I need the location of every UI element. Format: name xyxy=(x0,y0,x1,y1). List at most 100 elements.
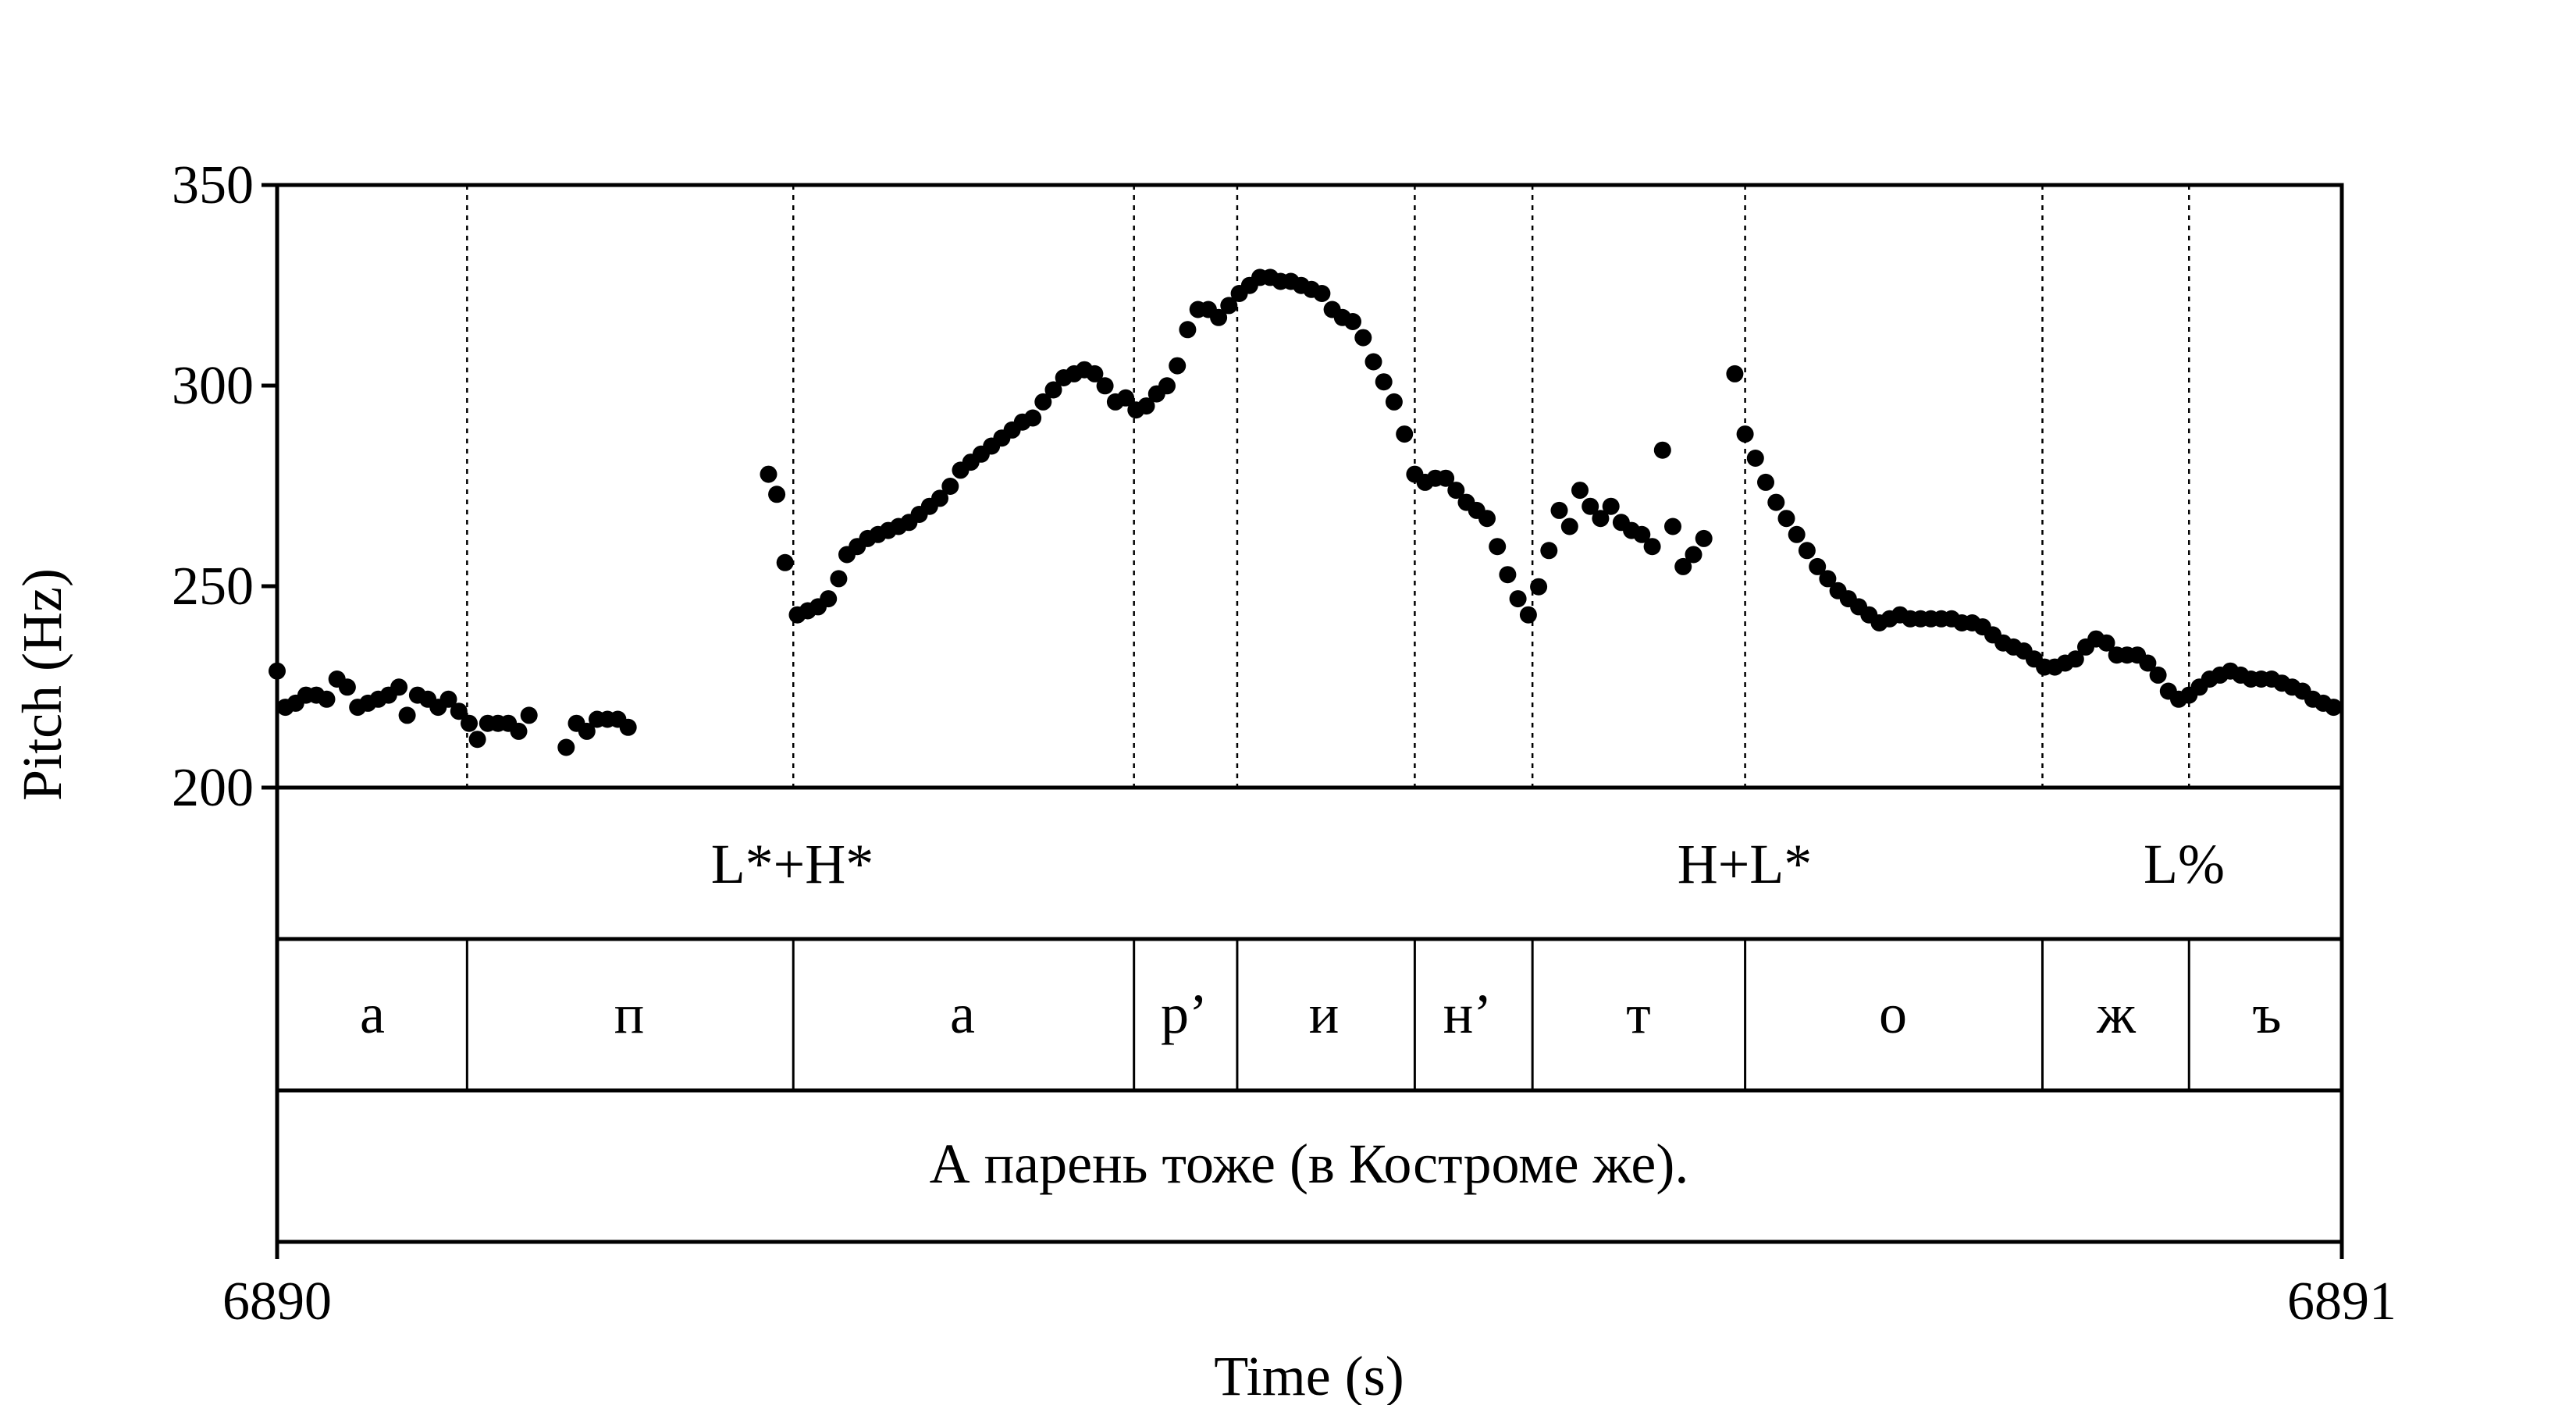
pitch-point xyxy=(1210,308,1228,326)
pitch-point xyxy=(1158,377,1176,395)
pitch-panel-frame xyxy=(275,183,2344,790)
pitch-point xyxy=(1767,493,1785,511)
pitch-point xyxy=(2066,650,2084,668)
y-tick-label-200: 200 xyxy=(172,758,254,818)
pitch-point xyxy=(2325,699,2343,717)
pitch-point xyxy=(1798,542,1816,560)
pitch-point xyxy=(1024,409,1042,427)
pitch-point xyxy=(1757,473,1774,491)
pitch-point xyxy=(1560,518,1578,535)
pitch-point xyxy=(1571,482,1589,500)
y-tick-label-300: 300 xyxy=(172,356,254,416)
pitch-point xyxy=(1602,497,1620,515)
pitch-point xyxy=(1313,285,1331,302)
pitch-point xyxy=(510,722,528,740)
pitch-point xyxy=(1726,365,1744,382)
pitch-point xyxy=(1447,482,1465,500)
pitch-point xyxy=(1096,377,1114,395)
pitch-point xyxy=(1736,425,1754,443)
pitch-point xyxy=(1137,397,1155,415)
pitch-point xyxy=(2097,634,2115,652)
pitch-point xyxy=(1788,525,1806,543)
pitch-point xyxy=(1582,497,1599,515)
pitch-point xyxy=(461,714,478,732)
pitch-point xyxy=(1643,538,1661,556)
pitch-point xyxy=(1364,353,1382,371)
tone-label-l-plus-h: L*+H* xyxy=(711,833,874,895)
pitch-point xyxy=(1540,542,1558,560)
pitch-point xyxy=(468,731,486,749)
x-tick-label-6891: 6891 xyxy=(2287,1272,2396,1332)
y-tick-label-250: 250 xyxy=(172,557,254,617)
pitch-point xyxy=(1179,321,1197,339)
segment-label: и xyxy=(1309,983,1340,1045)
y-axis-title: Pitch (Hz) xyxy=(11,568,73,801)
pitch-point xyxy=(760,465,777,483)
boundary-lines xyxy=(466,185,2190,788)
segment-label: н’ xyxy=(1443,983,1493,1045)
segment-dividers xyxy=(465,939,2190,1090)
pitch-point xyxy=(1633,525,1651,543)
segment-label: а xyxy=(360,983,385,1045)
pitch-point xyxy=(1086,365,1104,382)
pitch-point xyxy=(1499,566,1517,584)
pitch-point xyxy=(1819,570,1837,588)
pitch-point xyxy=(578,722,596,740)
segment-label: р’ xyxy=(1161,983,1208,1045)
pitch-point xyxy=(398,706,416,724)
pitch-points xyxy=(269,269,2343,756)
pitch-point xyxy=(941,478,959,495)
pitch-point xyxy=(1489,538,1507,556)
pitch-point xyxy=(269,662,286,680)
segment-label: о xyxy=(1879,983,1907,1045)
pitch-point xyxy=(619,718,637,736)
pitch-point xyxy=(338,678,356,696)
segment-label: т xyxy=(1626,983,1650,1045)
pitch-point xyxy=(1809,557,1827,575)
pitch-point xyxy=(390,678,408,696)
segment-label: а xyxy=(950,983,975,1045)
pitch-point xyxy=(820,590,838,608)
tone-label-h-plus-l: H+L* xyxy=(1678,833,1813,895)
pitch-point xyxy=(1044,381,1062,399)
pitch-point xyxy=(1169,357,1187,375)
x-axis-title: Time (s) xyxy=(1214,1345,1404,1405)
pitch-point xyxy=(2139,654,2157,672)
pitch-point xyxy=(318,690,336,708)
pitch-point xyxy=(1375,373,1393,391)
segment-label: ж xyxy=(2096,983,2137,1045)
pitch-point xyxy=(520,706,538,724)
pitch-point xyxy=(2149,666,2167,684)
pitch-point xyxy=(1385,393,1403,411)
pitch-point xyxy=(439,690,457,708)
pitch-point xyxy=(1354,329,1372,347)
sentence-tier-frame xyxy=(275,1088,2344,1244)
pitch-point xyxy=(1396,425,1414,443)
pitch-point xyxy=(1695,529,1713,547)
pitch-point xyxy=(1519,606,1537,624)
pitch-point xyxy=(931,489,948,507)
sentence-label: А парень тоже (в Костроме же). xyxy=(930,1133,1689,1195)
pitch-point xyxy=(1674,557,1692,575)
pitch-point xyxy=(1344,313,1361,330)
pitch-point xyxy=(1746,450,1764,467)
pitch-point xyxy=(830,570,848,588)
pitch-point xyxy=(1685,546,1703,564)
pitch-point xyxy=(1509,590,1527,608)
pitch-point xyxy=(1777,510,1795,528)
pitch-point xyxy=(1117,389,1135,407)
pitch-point xyxy=(1530,578,1548,596)
pitch-point xyxy=(1592,510,1610,528)
tone-tier-frame xyxy=(275,785,2344,941)
pitch-point xyxy=(1478,510,1496,528)
pitch-point xyxy=(1550,501,1568,519)
pitch-point xyxy=(1437,469,1455,487)
segment-label: п xyxy=(614,983,645,1045)
segment-label: ъ xyxy=(2252,983,2281,1045)
pitch-point xyxy=(1653,441,1671,459)
pitch-point xyxy=(1034,393,1052,411)
tone-label-l-percent: L% xyxy=(2144,833,2225,895)
y-tick-label-350: 350 xyxy=(172,155,254,215)
pitch-point xyxy=(1220,297,1238,315)
